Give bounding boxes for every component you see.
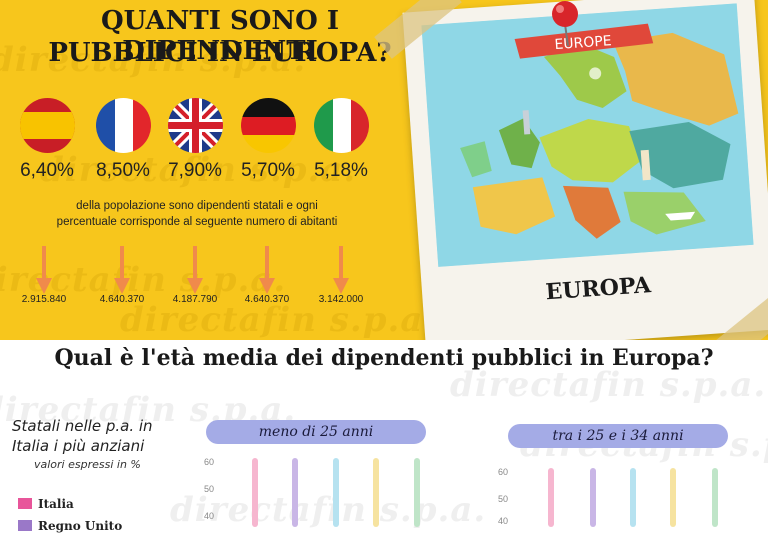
chart-bar — [414, 458, 420, 527]
inhabitants-germany: 4.640.370 — [244, 294, 290, 305]
legend-label: Regno Unito — [38, 519, 123, 533]
y-tick-label: 40 — [204, 511, 215, 521]
chart-bar — [712, 468, 718, 527]
description-line1: della popolazione sono dipendenti statal… — [76, 200, 318, 212]
watermark: directafin s.p.a. — [170, 490, 487, 530]
inhabitants-uk: 4.187.790 — [172, 294, 218, 305]
spain-flag-icon — [20, 98, 75, 153]
y-tick-label: 60 — [498, 467, 509, 477]
chart-bar — [373, 458, 379, 527]
subtitle-line2: Italia i più anziani — [12, 437, 145, 455]
france-flag-icon — [96, 98, 151, 153]
germany-flag-icon — [241, 98, 296, 153]
inhabitants-italy: 3.142.000 — [318, 294, 364, 305]
arrow-down-icon — [36, 246, 52, 294]
section-subtitle: Statali nelle p.a. in Italia i più anzia… — [12, 416, 182, 456]
top-panel: directafin s.p.a. directafin s.p.a. dire… — [0, 0, 768, 340]
arrow-down-icon — [187, 246, 203, 294]
description: della popolazione sono dipendenti statal… — [0, 198, 394, 230]
pushpin-icon — [552, 1, 578, 46]
chart-bar — [548, 468, 554, 527]
percent-spain: 6,40% — [20, 160, 74, 181]
page-title-line2: PUBBLICI IN EUROPA? — [48, 38, 392, 68]
arrow-down-icon — [259, 246, 275, 294]
legend-swatch — [18, 498, 32, 509]
chart-title-25-34: tra i 25 e i 34 anni — [508, 424, 728, 448]
chart-title-under-25: meno di 25 anni — [206, 420, 426, 444]
inhabitants-france: 4.640.370 — [99, 294, 145, 305]
values-note: valori espressi in % — [34, 458, 141, 471]
legend-item-regno-unito: Regno Unito — [18, 519, 122, 533]
italy-flag-icon — [314, 98, 369, 153]
section-question: Qual è l'età media dei dipendenti pubbli… — [54, 345, 714, 371]
inhabitants-spain: 2.915.840 — [21, 294, 67, 305]
percent-france: 8,50% — [96, 160, 150, 181]
percent-germany: 5,70% — [241, 160, 295, 181]
legend-item-italia: Italia — [18, 497, 74, 511]
y-tick-label: 40 — [498, 516, 509, 526]
description-line2: percentuale corrisponde al seguente nume… — [56, 216, 338, 228]
y-tick-label: 50 — [204, 484, 215, 494]
chart-bar — [590, 468, 596, 527]
chart-bar — [670, 468, 676, 527]
percent-italy: 5,18% — [314, 160, 368, 181]
page-title-line1: QUANTI SONO I DIPENDENTI — [100, 6, 340, 66]
europe-map-image: EUROPE — [421, 3, 754, 267]
subtitle-line1: Statali nelle p.a. in — [12, 417, 153, 435]
y-tick-label: 50 — [498, 494, 509, 504]
arrow-down-icon — [114, 246, 130, 294]
map-banner-text: EUROPE — [554, 33, 612, 53]
watermark: directafin s.p.a. — [120, 300, 437, 340]
chart-bar — [333, 458, 339, 527]
watermark: directafin s.p.a. — [40, 150, 357, 190]
europe-map-polaroid: EUROPE EUROPA — [374, 0, 768, 340]
legend-label: Italia — [38, 497, 74, 511]
chart-bar — [630, 468, 636, 527]
chart-bar — [252, 458, 258, 527]
percent-uk: 7,90% — [168, 160, 222, 181]
chart-bar — [292, 458, 298, 527]
y-tick-label: 60 — [204, 457, 215, 467]
uk-flag-icon — [168, 98, 223, 153]
arrow-down-icon — [333, 246, 349, 294]
watermark: directafin s.p.a. — [450, 365, 767, 405]
legend-swatch — [18, 520, 32, 531]
map-caption: EUROPA — [544, 272, 652, 306]
watermark: directafin s.p.a. — [0, 40, 307, 80]
